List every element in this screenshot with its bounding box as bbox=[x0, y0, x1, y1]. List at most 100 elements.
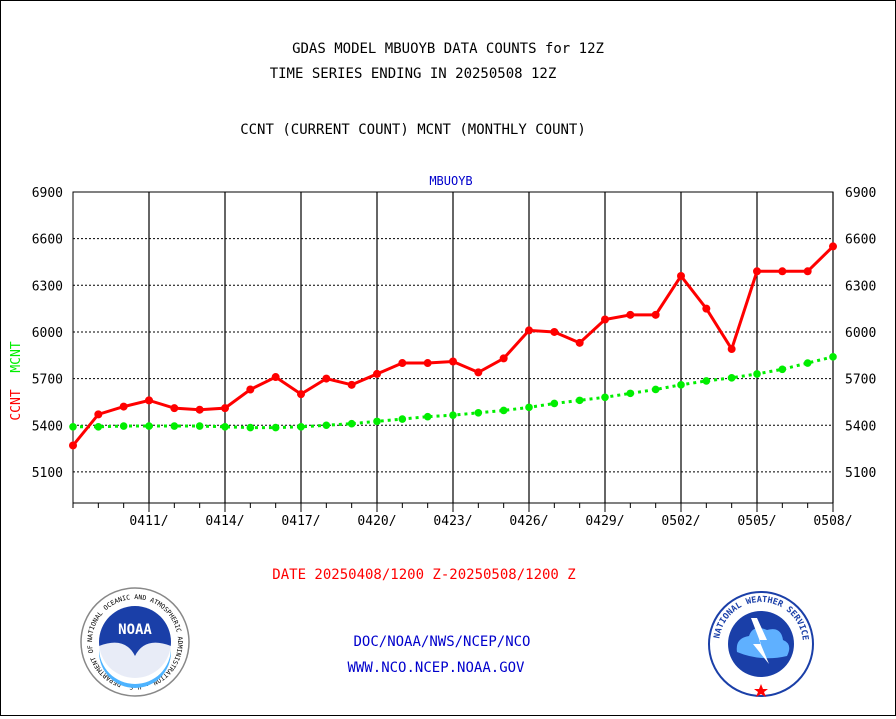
x-tick-label: 0426/ bbox=[509, 514, 548, 529]
panel-label: MBUOYB bbox=[429, 174, 472, 188]
data-point-mcnt bbox=[753, 370, 761, 378]
data-point-ccnt bbox=[449, 357, 457, 366]
x-axis: 0411/0414/0417/0420/0423/0426/0429/0502/… bbox=[72, 503, 853, 529]
data-point-mcnt bbox=[347, 419, 356, 428]
url-link[interactable]: WWW.NCO.NCEP.NOAA.GOV bbox=[347, 660, 525, 676]
data-point-mcnt bbox=[778, 365, 787, 374]
data-point-ccnt bbox=[829, 242, 837, 251]
data-point-mcnt bbox=[246, 423, 255, 432]
data-point-mcnt bbox=[651, 385, 660, 394]
data-point-mcnt bbox=[373, 417, 381, 426]
data-point-mcnt bbox=[69, 423, 77, 431]
y-axis-right: 5100 5400 5700 6000 6300 6600 6900 bbox=[845, 186, 876, 481]
data-point-ccnt bbox=[778, 267, 787, 276]
y-tick-label-left: 6600 bbox=[32, 233, 63, 248]
y-tick-label-right: 6000 bbox=[845, 326, 876, 341]
y-axis-title-mcnt: MCNT bbox=[9, 341, 24, 372]
data-point-ccnt bbox=[195, 405, 204, 414]
y-tick-label-right: 6300 bbox=[845, 279, 876, 294]
data-point-ccnt bbox=[347, 380, 356, 389]
y-tick-label-right: 6900 bbox=[845, 186, 876, 201]
x-tick-label: 0420/ bbox=[357, 514, 396, 529]
y-axis-title-ccnt: CCNT bbox=[9, 389, 24, 420]
data-point-ccnt bbox=[499, 354, 508, 363]
y-tick-label-left: 6300 bbox=[32, 279, 63, 294]
data-point-ccnt bbox=[702, 304, 711, 313]
data-point-mcnt bbox=[702, 377, 711, 385]
grid-layer bbox=[73, 192, 834, 503]
data-point-mcnt bbox=[829, 353, 837, 361]
data-point-mcnt bbox=[195, 422, 204, 430]
data-point-ccnt bbox=[423, 359, 432, 368]
noaa-logo-text: NOAA bbox=[118, 622, 152, 638]
data-point-ccnt bbox=[550, 327, 559, 336]
noaa-logo[interactable]: NATIONAL OCEANIC AND ATMOSPHERIC ADMINIS… bbox=[80, 587, 190, 697]
y-axis-left: 5100 5400 5700 6000 6300 6600 6900 bbox=[32, 186, 63, 481]
data-point-ccnt bbox=[753, 267, 761, 276]
data-point-ccnt bbox=[677, 271, 685, 280]
data-point-mcnt bbox=[145, 422, 153, 430]
nws-logo[interactable]: NATIONAL WEATHER SERVICE bbox=[708, 591, 814, 697]
data-point-mcnt bbox=[170, 422, 179, 430]
x-tick-label: 0502/ bbox=[661, 514, 700, 529]
data-point-mcnt bbox=[94, 423, 103, 431]
x-tick-label: 0411/ bbox=[129, 514, 168, 529]
data-point-mcnt bbox=[398, 415, 407, 423]
data-point-ccnt bbox=[94, 410, 103, 419]
noaa-bird-icon bbox=[99, 642, 171, 682]
data-point-ccnt bbox=[145, 396, 153, 405]
data-point-ccnt bbox=[322, 374, 331, 383]
y-tick-label-left: 5700 bbox=[32, 373, 63, 388]
data-point-mcnt bbox=[449, 411, 457, 419]
x-tick-label: 0429/ bbox=[585, 514, 624, 529]
lightning-icon bbox=[751, 618, 769, 664]
x-tick-label: 0508/ bbox=[813, 514, 852, 529]
x-tick-label: 0423/ bbox=[433, 514, 472, 529]
data-point-mcnt bbox=[499, 406, 508, 415]
data-point-ccnt bbox=[575, 338, 584, 347]
chart-title-line2: TIME SERIES ENDING IN 20250508 12Z bbox=[270, 66, 557, 82]
cloud-icon bbox=[736, 628, 790, 659]
data-point-ccnt bbox=[626, 310, 635, 319]
data-point-ccnt bbox=[69, 441, 77, 450]
data-point-mcnt bbox=[119, 422, 128, 430]
org-link[interactable]: DOC/NOAA/NWS/NCEP/NCO bbox=[353, 634, 530, 650]
y-tick-label-left: 6000 bbox=[32, 326, 63, 341]
data-point-ccnt bbox=[221, 404, 229, 413]
data-point-mcnt bbox=[474, 409, 483, 417]
data-point-mcnt bbox=[803, 359, 812, 367]
data-point-ccnt bbox=[271, 373, 280, 382]
data-point-ccnt bbox=[373, 369, 381, 378]
y-tick-label-right: 5100 bbox=[845, 466, 876, 481]
chart-title-line3: CCNT (CURRENT COUNT) MCNT (MONTHLY COUNT… bbox=[240, 122, 586, 138]
y-tick-label-left: 5100 bbox=[32, 466, 63, 481]
data-point-mcnt bbox=[601, 393, 609, 402]
y-tick-label-right: 5700 bbox=[845, 373, 876, 388]
data-point-mcnt bbox=[297, 423, 305, 431]
data-point-ccnt bbox=[525, 326, 533, 335]
x-tick-label: 0505/ bbox=[737, 514, 776, 529]
data-point-mcnt bbox=[525, 403, 533, 412]
data-point-mcnt bbox=[727, 374, 736, 382]
y-tick-label-right: 5400 bbox=[845, 419, 876, 434]
y-tick-label-left: 5400 bbox=[32, 419, 63, 434]
date-range-label: DATE 20250408/1200 Z-20250508/1200 Z bbox=[272, 567, 575, 583]
data-point-ccnt bbox=[727, 345, 736, 354]
data-point-mcnt bbox=[575, 396, 584, 405]
data-point-ccnt bbox=[398, 359, 407, 368]
data-point-ccnt bbox=[651, 310, 660, 319]
data-point-mcnt bbox=[626, 389, 635, 398]
x-tick-label: 0414/ bbox=[205, 514, 244, 529]
data-point-ccnt bbox=[246, 385, 255, 394]
data-point-mcnt bbox=[677, 381, 685, 389]
data-point-mcnt bbox=[221, 423, 229, 431]
data-point-ccnt bbox=[474, 368, 483, 377]
data-point-ccnt bbox=[170, 404, 179, 413]
data-point-mcnt bbox=[271, 423, 280, 432]
x-tick-label: 0417/ bbox=[281, 514, 320, 529]
y-tick-label-left: 6900 bbox=[32, 186, 63, 201]
data-point-ccnt bbox=[119, 402, 128, 411]
series-layer bbox=[69, 242, 837, 450]
